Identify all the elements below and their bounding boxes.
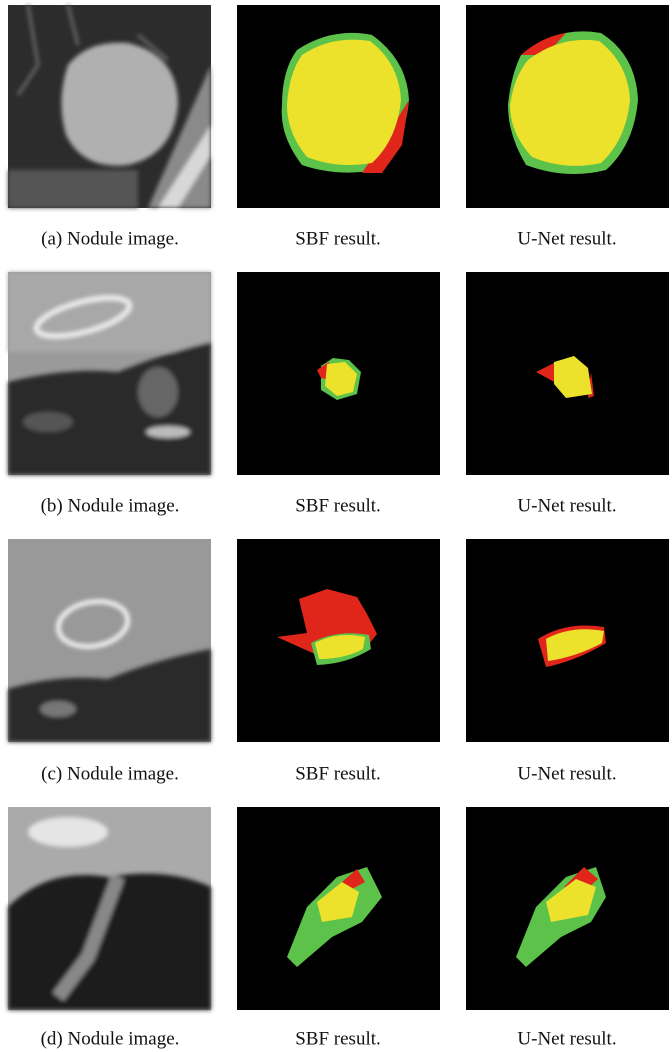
caption: U-Net result. [517,763,616,784]
caption: SBF result. [295,495,381,516]
sbf-result [237,5,440,208]
caption: SBF result. [295,763,381,784]
caption: (d) Nodule image. [41,1028,180,1049]
unet-result [466,5,669,208]
caption: (b) Nodule image. [41,495,180,516]
caption: (c) Nodule image. [41,763,179,784]
page: {"figure": {"rows": [ ["(a) Nodule image… [0,0,672,1052]
figure: (a) Nodule image. SBF result. U-Net result… [0,0,672,1052]
unet-result [466,539,669,742]
unet-result [466,272,669,475]
caption: SBF result. [295,1028,381,1049]
sbf-result [237,272,440,475]
nodule-image [8,272,211,475]
nodule-image [8,5,211,208]
caption: U-Net result. [517,495,616,516]
caption: (a) Nodule image. [41,228,179,249]
nodule-image [8,539,211,742]
caption: U-Net result. [517,1028,616,1049]
caption: U-Net result. [517,228,616,249]
caption: SBF result. [295,228,381,249]
unet-result [466,807,669,1010]
sbf-result [237,807,440,1010]
sbf-result [237,539,440,742]
nodule-image [8,807,211,1010]
